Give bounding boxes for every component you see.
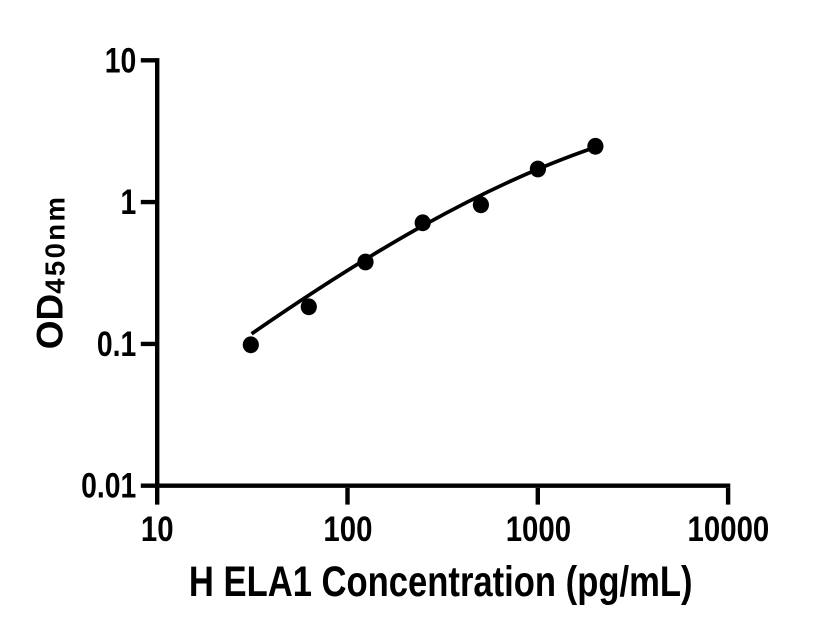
svg-text:10: 10 [105,40,137,80]
svg-text:0.01: 0.01 [81,466,136,506]
svg-text:H ELA1 Concentration (pg/mL): H ELA1 Concentration (pg/mL) [189,558,693,605]
svg-text:0.1: 0.1 [97,324,136,364]
svg-text:100: 100 [323,510,372,549]
svg-text:10000: 10000 [688,510,770,549]
svg-text:1: 1 [121,182,137,222]
svg-text:1000: 1000 [506,510,571,549]
svg-text:10: 10 [141,510,174,549]
